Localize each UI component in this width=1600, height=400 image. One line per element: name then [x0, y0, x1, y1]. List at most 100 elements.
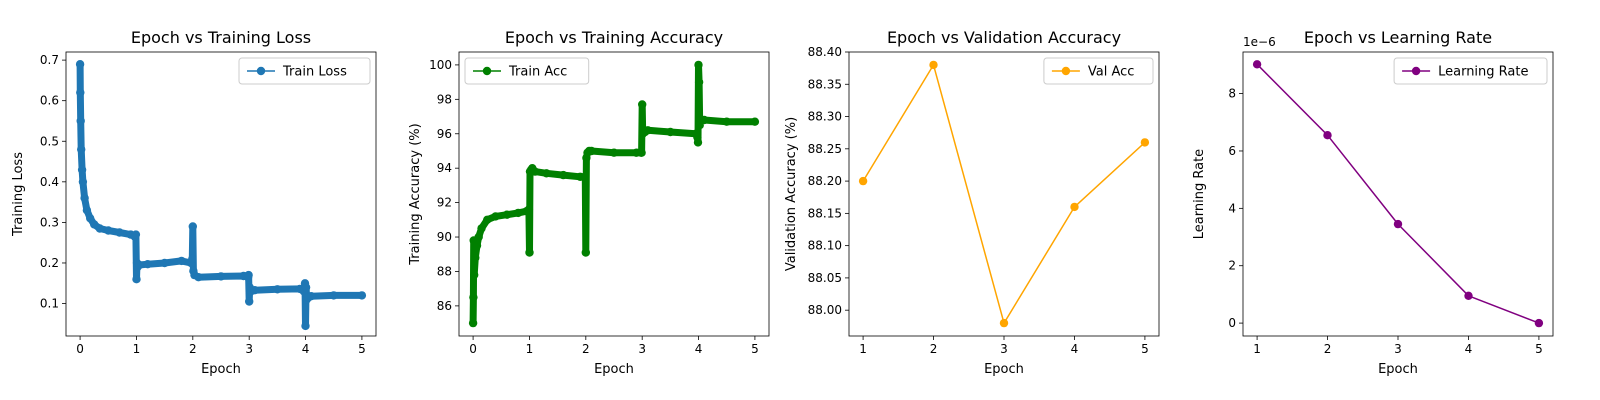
data-point: [78, 177, 88, 186]
data-point: [581, 248, 590, 257]
y-axis-label: Training Loss: [11, 152, 26, 237]
data-point: [104, 226, 113, 235]
x-axis-label: Epoch: [201, 362, 241, 377]
x-tick-label: 2: [189, 342, 197, 356]
data-point: [1393, 219, 1403, 229]
data-point: [643, 126, 652, 135]
y-tick-label: 88.00: [808, 303, 842, 317]
y-tick-label: 88: [437, 264, 452, 278]
legend-label: Learning Rate: [1438, 65, 1528, 80]
data-point: [301, 321, 310, 331]
series-line: [862, 64, 1146, 324]
data-point: [750, 117, 760, 126]
y-tick-label: 0.7: [40, 53, 59, 67]
x-tick-label: 3: [1000, 342, 1008, 356]
data-point: [131, 230, 141, 239]
data-point: [587, 146, 596, 156]
x-tick-label: 5: [751, 342, 759, 356]
x-tick-label: 5: [1141, 342, 1149, 356]
plot-frame: [848, 51, 1160, 337]
y-tick-label: 98: [437, 92, 452, 106]
data-point: [502, 210, 512, 219]
x-tick-label: 1: [859, 342, 867, 356]
legend-label: Train Loss: [282, 65, 347, 80]
data-point: [514, 208, 523, 218]
data-point: [132, 275, 141, 284]
data-point: [1323, 131, 1332, 140]
y-tick-label: 0: [1228, 316, 1236, 330]
plot-frame: [458, 51, 770, 337]
data-point: [470, 270, 479, 280]
y-tick-label: 0.6: [40, 94, 59, 108]
y-tick-label: 88.35: [808, 77, 842, 91]
y-tick-label: 88.10: [808, 239, 842, 253]
x-tick-label: 2: [582, 342, 590, 356]
legend-label: Train Acc: [508, 65, 567, 80]
data-point: [666, 127, 675, 137]
y-tick-label: 4: [1228, 201, 1236, 215]
data-point: [694, 60, 703, 70]
y-tick-label: 88.30: [808, 110, 842, 124]
data-point: [250, 286, 259, 295]
data-point: [188, 222, 197, 231]
data-point: [525, 248, 534, 257]
x-tick-label: 3: [1394, 342, 1402, 356]
data-point: [194, 273, 203, 282]
chart-panel-3: Epoch vs Validation Accuracy 1 2 3 4 5 88.00 88…: [784, 28, 1160, 377]
series-line: [469, 61, 759, 327]
legend: Train Loss: [238, 57, 371, 85]
data-point: [472, 241, 482, 250]
x-tick-label: 1: [1253, 342, 1261, 356]
data-point: [468, 318, 478, 328]
data-point: [76, 88, 85, 97]
data-point: [638, 100, 647, 109]
data-point: [1464, 291, 1473, 300]
x-tick-label: 4: [695, 342, 703, 356]
x-axis-label: Epoch: [594, 362, 634, 377]
data-point: [244, 270, 253, 280]
legend: Learning Rate: [1393, 57, 1548, 85]
data-point: [135, 260, 144, 270]
x-tick-label: 4: [302, 342, 310, 356]
chart-panel-4: Epoch vs Learning Rate 1 2 3 4 5 0 2 4 6 8 Epoch Lea…: [1192, 28, 1554, 377]
data-point: [76, 116, 85, 126]
data-point: [694, 77, 704, 87]
y-tick-label: 92: [437, 196, 452, 210]
y-tick-label: 0.3: [40, 215, 59, 229]
data-point: [469, 293, 478, 302]
data-point: [216, 272, 226, 281]
data-point: [474, 232, 483, 242]
x-tick-label: 4: [1465, 342, 1473, 356]
data-point: [637, 148, 646, 157]
x-tick-label: 0: [469, 342, 477, 356]
x-tick-label: 3: [245, 342, 253, 356]
chart-title: Epoch vs Validation Accuracy: [887, 28, 1121, 47]
data-point: [1252, 60, 1262, 69]
y-tick-label: 88.20: [808, 174, 842, 188]
data-point: [177, 256, 186, 266]
data-point: [542, 169, 551, 178]
y-tick-label: 6: [1228, 144, 1236, 158]
data-point: [559, 170, 568, 180]
data-point: [1070, 202, 1079, 212]
series-line: [76, 60, 366, 330]
y-tick-label: 88.25: [808, 142, 842, 156]
x-tick-label: 1: [526, 342, 534, 356]
y-tick-label: 90: [437, 230, 452, 244]
y-tick-label: 0.2: [40, 256, 59, 270]
data-point: [693, 138, 703, 147]
x-axis-label: Epoch: [1378, 362, 1418, 377]
legend-swatch-marker: [482, 66, 492, 76]
data-point: [77, 145, 86, 154]
data-point: [86, 214, 95, 223]
legend-swatch-marker: [1411, 66, 1421, 76]
data-point: [77, 165, 87, 174]
x-tick-label: 3: [638, 342, 646, 356]
y-tick-label: 88.40: [808, 45, 842, 59]
data-point: [95, 224, 105, 233]
chart-title: Epoch vs Training Loss: [131, 28, 311, 47]
legend-label: Val Acc: [1088, 65, 1135, 80]
x-tick-label: 0: [76, 342, 84, 356]
y-axis-label: Training Accuracy (%): [408, 123, 423, 265]
data-point: [75, 59, 85, 69]
